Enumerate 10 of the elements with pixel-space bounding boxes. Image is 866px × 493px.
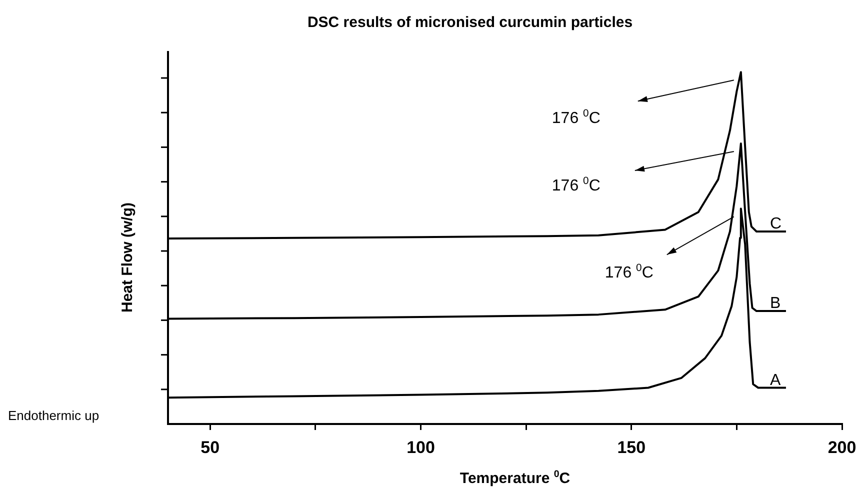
series-label: C [770,216,782,233]
x-tick-label: 200 [828,438,856,457]
y-axis-title: Heat Flow (w/g) [119,202,136,312]
series-label: B [770,295,781,312]
text: Endothermic up [8,408,100,423]
x-tick-label: 150 [617,438,646,457]
series-label: A [770,372,781,389]
x-tick-label: 100 [406,438,435,457]
chart-title: DSC results of micronised curcumin particles [307,14,633,31]
x-tick-label: 50 [200,438,220,457]
